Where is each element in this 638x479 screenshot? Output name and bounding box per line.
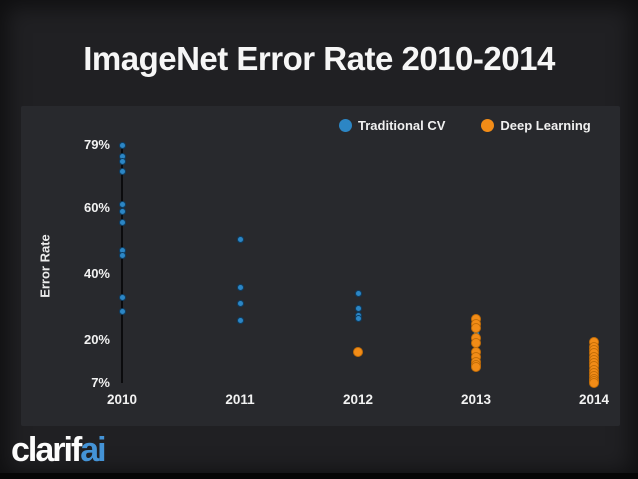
legend-label: Deep Learning [500,118,591,133]
x-tick-label: 2012 [342,392,374,407]
data-point [236,235,244,243]
data-point [118,207,126,215]
x-tick-label: 2010 [106,392,138,407]
data-point [471,323,481,334]
legend-label: Traditional CV [358,118,446,133]
x-tick-label: 2013 [460,392,492,407]
y-tick-label: 40% [83,265,110,281]
chart-panel: Traditional CV Deep Learning Error Rate … [21,106,620,426]
legend-dot-blue-icon [339,119,352,132]
data-point [118,219,126,227]
data-point [354,315,362,323]
logo-text-clarif: clarif [11,431,82,469]
data-point [236,300,244,308]
data-point [353,346,363,357]
data-point [118,201,126,208]
data-point [236,283,244,291]
logo-text-ai: ai [80,431,106,469]
data-point [589,378,599,388]
data-point [354,290,362,298]
page-title: ImageNet Error Rate 2010-2014 [83,40,555,77]
data-point [118,252,126,260]
axis-range-line [121,145,123,383]
bottom-edge-strip [0,473,638,479]
y-tick-label: 60% [83,199,110,215]
legend-item-traditional-cv: Traditional CV [339,118,445,133]
chart-legend: Traditional CV Deep Learning [339,118,591,133]
data-point [118,141,126,149]
legend-dot-orange-icon [481,119,495,132]
data-point [118,293,126,301]
legend-item-deep-learning: Deep Learning [481,118,591,133]
x-tick-label: 2011 [225,392,255,407]
data-point [236,316,244,324]
x-tick-label: 2014 [578,392,610,407]
clarifai-logo: clarifai [11,431,107,469]
data-point [471,362,481,373]
y-tick-label: 20% [83,332,110,348]
data-point [118,167,126,175]
data-point [118,158,126,166]
data-point [118,308,126,316]
data-point [354,305,362,313]
y-tick-label: 79% [83,137,110,152]
y-tick-label: 7% [91,375,110,390]
